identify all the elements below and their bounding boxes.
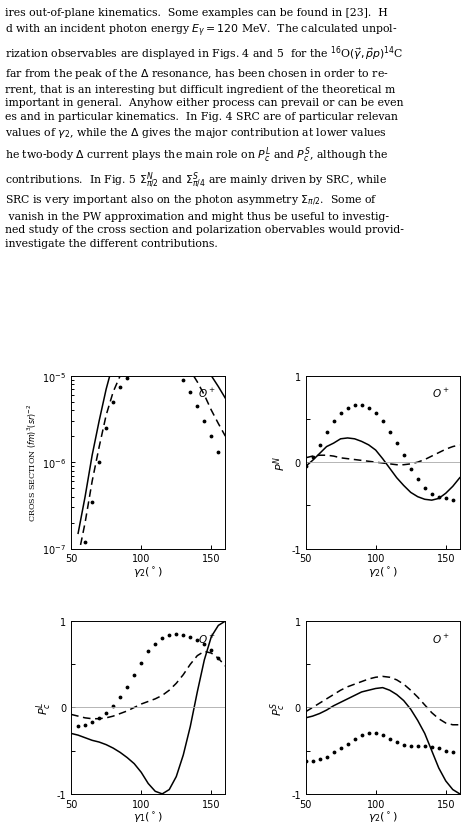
Text: $O^+$: $O^+$ bbox=[432, 387, 450, 399]
Text: $O^+$: $O^+$ bbox=[432, 632, 450, 645]
Text: $O^+$: $O^+$ bbox=[198, 387, 215, 399]
Y-axis label: $P_c^S$: $P_c^S$ bbox=[269, 700, 288, 715]
Y-axis label: CROSS SECTION $(fm)^3(sr)^{-2}$: CROSS SECTION $(fm)^3(sr)^{-2}$ bbox=[26, 404, 39, 522]
X-axis label: $\gamma_2(^\circ)$: $\gamma_2(^\circ)$ bbox=[133, 565, 163, 579]
Y-axis label: $P_c^L$: $P_c^L$ bbox=[34, 701, 54, 715]
Text: $O^+$: $O^+$ bbox=[198, 632, 215, 645]
X-axis label: $\gamma_2(^\circ)$: $\gamma_2(^\circ)$ bbox=[368, 810, 398, 825]
Text: ires out-of-plane kinematics.  Some examples can be found in [23].  H
d with an : ires out-of-plane kinematics. Some examp… bbox=[5, 8, 404, 248]
X-axis label: $\gamma_1(^\circ)$: $\gamma_1(^\circ)$ bbox=[133, 810, 163, 825]
X-axis label: $\gamma_2(^\circ)$: $\gamma_2(^\circ)$ bbox=[368, 565, 398, 579]
Y-axis label: $P^N$: $P^N$ bbox=[272, 455, 288, 470]
